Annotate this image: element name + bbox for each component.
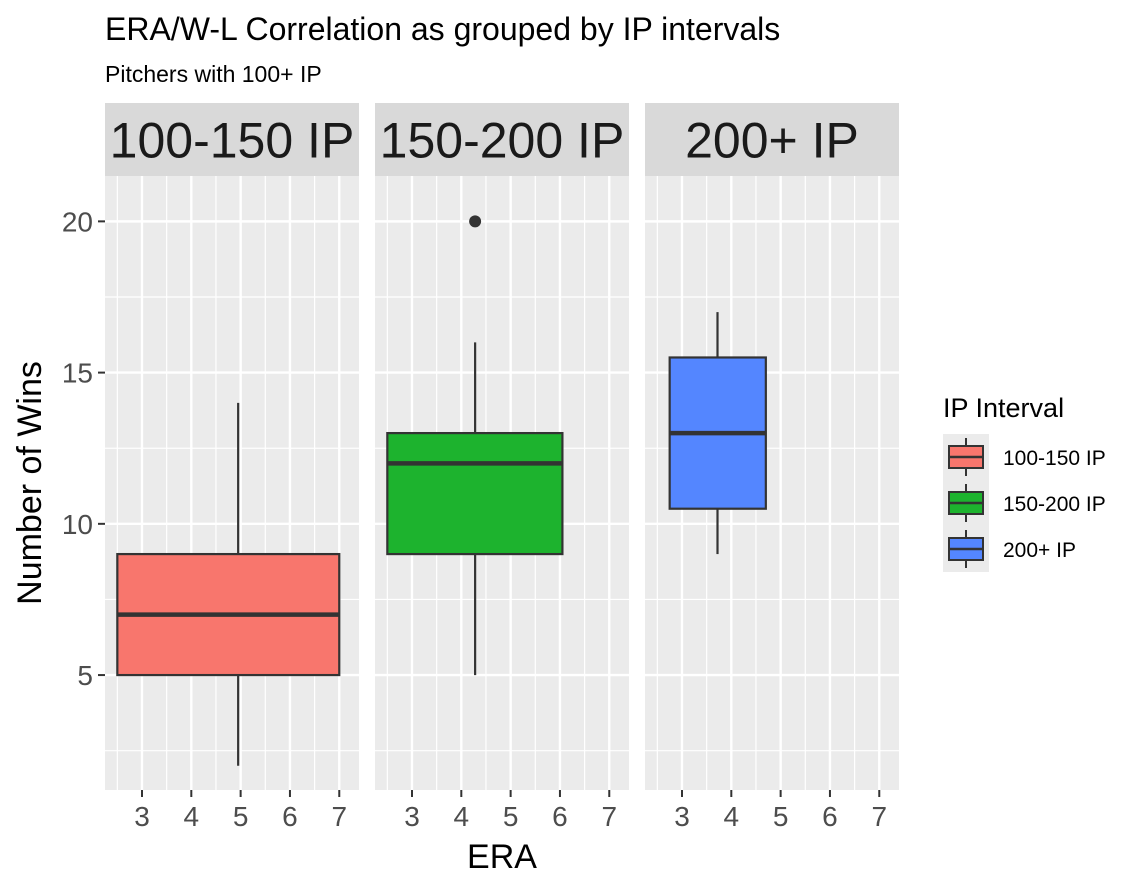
x-tick-label: 6 (282, 801, 298, 832)
facet-strip-label: 150-200 IP (380, 113, 625, 169)
x-tick-label: 5 (773, 801, 789, 832)
legend-label: 100-150 IP (1003, 447, 1106, 470)
legend-item: 200+ IP (943, 526, 1076, 572)
facet-panel: 200+ IP 3 4 5 6 7 (645, 103, 899, 832)
facet-panels: 100-150 IP 3 4 5 6 7 150-200 IP 3 4 5 6 7 200+ IP 3 4 5… (105, 103, 899, 832)
legend-item: 100-150 IP (943, 434, 1106, 480)
x-tick-label: 4 (454, 801, 470, 832)
facet-panel: 100-150 IP 3 4 5 6 7 (105, 103, 359, 832)
y-tick-label: 10 (62, 509, 93, 540)
facet-strip-label: 100-150 IP (110, 113, 355, 169)
legend-keys: 100-150 IP 150-200 IP 200+ IP (943, 434, 1106, 572)
x-tick-label: 3 (404, 801, 420, 832)
x-tick-label: 3 (674, 801, 690, 832)
legend-item: 150-200 IP (943, 480, 1106, 526)
y-tick-label: 15 (62, 358, 93, 389)
panel-background (105, 176, 359, 790)
box (386, 431, 564, 556)
y-axis: 5 10 15 20 (62, 206, 105, 691)
outlier-point (469, 215, 482, 228)
facet-panel: 150-200 IP 3 4 5 6 7 (375, 103, 629, 832)
legend-label: 200+ IP (1003, 539, 1076, 562)
chart-title: ERA/W-L Correlation as grouped by IP int… (105, 11, 780, 47)
x-tick-label: 4 (724, 801, 740, 832)
legend-title: IP Interval (943, 393, 1064, 423)
chart-subtitle: Pitchers with 100+ IP (105, 61, 322, 87)
x-tick-label: 5 (503, 801, 519, 832)
x-tick-label: 4 (184, 801, 200, 832)
x-tick-label: 7 (601, 801, 617, 832)
x-tick-label: 6 (822, 801, 838, 832)
facet-strip (105, 103, 359, 176)
legend-label: 150-200 IP (1003, 493, 1106, 516)
x-tick-label: 7 (871, 801, 887, 832)
y-tick-label: 20 (62, 206, 93, 237)
x-tick-label: 7 (331, 801, 347, 832)
facet-strip-label: 200+ IP (685, 113, 859, 169)
x-tick-label: 5 (233, 801, 249, 832)
legend: IP Interval 100-150 IP 150-200 IP 200+ IP (943, 393, 1106, 572)
y-axis-title: Number of Wins (11, 361, 49, 605)
x-tick-label: 6 (552, 801, 568, 832)
x-axis-title: ERA (467, 838, 537, 876)
facet-strip (375, 103, 629, 176)
y-tick-label: 5 (77, 660, 93, 691)
facet-strip (645, 103, 899, 176)
x-tick-label: 3 (134, 801, 150, 832)
